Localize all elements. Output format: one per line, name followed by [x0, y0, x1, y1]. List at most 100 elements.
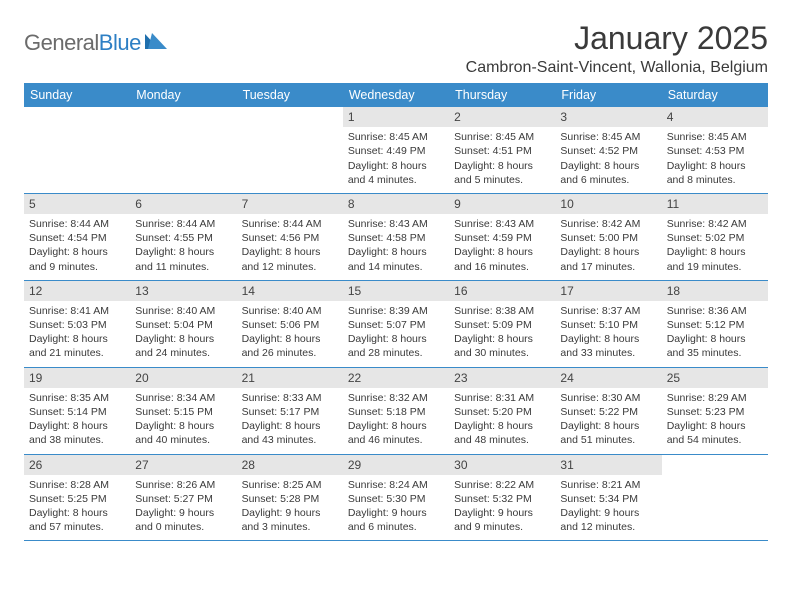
day-number: 21 — [237, 368, 343, 388]
dl2-text: and 12 minutes. — [242, 260, 338, 274]
day-number: 26 — [24, 455, 130, 475]
dl1-text: Daylight: 8 hours — [560, 159, 656, 173]
sunset-text: Sunset: 5:03 PM — [29, 318, 125, 332]
sunrise-text: Sunrise: 8:21 AM — [560, 478, 656, 492]
dl1-text: Daylight: 8 hours — [29, 245, 125, 259]
week-row: 12 Sunrise: 8:41 AMSunset: 5:03 PM Dayligh… — [24, 281, 768, 368]
calendar-cell: 20Sunrise: 8:34 AMSunset: 5:15 PMDayligh… — [130, 368, 236, 454]
sunrise-text: Sunrise: 8:43 AM — [454, 217, 550, 231]
sunset-text: Sunset: 5:32 PM — [454, 492, 550, 506]
dl2-text: and 17 minutes. — [560, 260, 656, 274]
dl1-text: Daylight: 9 hours — [560, 506, 656, 520]
calendar-cell: 10Sunrise: 8:42 AMSunset: 5:00 PMDayligh… — [555, 194, 661, 280]
dl2-text: and 19 minutes. — [667, 260, 763, 274]
dl2-text: and 30 minutes. — [454, 346, 550, 360]
calendar-cell: 17Sunrise: 8:37 AMSunset: 5:10 PMDayligh… — [555, 281, 661, 367]
sunrise-text: Sunrise: 8:22 AM — [454, 478, 550, 492]
dl2-text: and 28 minutes. — [348, 346, 444, 360]
sunset-text: Sunset: 5:28 PM — [242, 492, 338, 506]
day-number: 3 — [555, 107, 661, 127]
dl2-text: and 46 minutes. — [348, 433, 444, 447]
sunset-text: Sunset: 5:12 PM — [667, 318, 763, 332]
calendar-cell: 21Sunrise: 8:33 AMSunset: 5:17 PMDayligh… — [237, 368, 343, 454]
sunset-text: Sunset: 4:51 PM — [454, 144, 550, 158]
day-header-mon: Monday — [130, 83, 236, 107]
dl2-text: and 21 minutes. — [29, 346, 125, 360]
day-number: 17 — [555, 281, 661, 301]
dl1-text: Daylight: 8 hours — [454, 332, 550, 346]
sunset-text: Sunset: 5:15 PM — [135, 405, 231, 419]
dl1-text: Daylight: 8 hours — [242, 419, 338, 433]
sunrise-text: Sunrise: 8:41 AM — [29, 304, 125, 318]
day-number: 12 — [24, 281, 130, 301]
calendar-cell: 6Sunrise: 8:44 AMSunset: 4:55 PMDaylight… — [130, 194, 236, 280]
sunset-text: Sunset: 5:18 PM — [348, 405, 444, 419]
week-row: 26Sunrise: 8:28 AMSunset: 5:25 PMDayligh… — [24, 455, 768, 542]
calendar-cell — [130, 107, 236, 193]
sunrise-text: Sunrise: 8:40 AM — [242, 304, 338, 318]
sunset-text: Sunset: 5:02 PM — [667, 231, 763, 245]
day-number: 13 — [130, 281, 236, 301]
triangle-icon — [145, 33, 167, 54]
dl2-text: and 6 minutes. — [560, 173, 656, 187]
sunrise-text: Sunrise: 8:45 AM — [348, 130, 444, 144]
sunset-text: Sunset: 5:06 PM — [242, 318, 338, 332]
dl2-text: and 51 minutes. — [560, 433, 656, 447]
dl1-text: Daylight: 8 hours — [242, 245, 338, 259]
month-title: January 2025 — [466, 20, 768, 57]
day-number: 20 — [130, 368, 236, 388]
sunset-text: Sunset: 5:10 PM — [560, 318, 656, 332]
dl1-text: Daylight: 9 hours — [348, 506, 444, 520]
dl1-text: Daylight: 8 hours — [454, 419, 550, 433]
dl2-text: and 9 minutes. — [454, 520, 550, 534]
calendar-cell: 28Sunrise: 8:25 AMSunset: 5:28 PMDayligh… — [237, 455, 343, 541]
dl2-text: and 54 minutes. — [667, 433, 763, 447]
calendar-cell: 13Sunrise: 8:40 AMSunset: 5:04 PMDayligh… — [130, 281, 236, 367]
calendar-cell: 3Sunrise: 8:45 AMSunset: 4:52 PMDaylight… — [555, 107, 661, 193]
sunset-text: Sunset: 5:00 PM — [560, 231, 656, 245]
dl2-text: and 57 minutes. — [29, 520, 125, 534]
calendar-cell — [237, 107, 343, 193]
sunset-text: Sunset: 4:55 PM — [135, 231, 231, 245]
sunset-text: Sunset: 5:14 PM — [29, 405, 125, 419]
calendar-cell: 31Sunrise: 8:21 AMSunset: 5:34 PMDayligh… — [555, 455, 661, 541]
header: GeneralBlue January 2025 Cambron-Saint-V… — [24, 20, 768, 77]
dl1-text: Daylight: 9 hours — [454, 506, 550, 520]
dl2-text: and 38 minutes. — [29, 433, 125, 447]
dl1-text: Daylight: 8 hours — [454, 245, 550, 259]
calendar-cell: 29Sunrise: 8:24 AMSunset: 5:30 PMDayligh… — [343, 455, 449, 541]
day-number: 4 — [662, 107, 768, 127]
calendar-cell: 7Sunrise: 8:44 AMSunset: 4:56 PMDaylight… — [237, 194, 343, 280]
day-number: 15 — [343, 281, 449, 301]
week-row: 1Sunrise: 8:45 AMSunset: 4:49 PMDaylight… — [24, 107, 768, 194]
sunrise-text: Sunrise: 8:44 AM — [242, 217, 338, 231]
sunrise-text: Sunrise: 8:44 AM — [135, 217, 231, 231]
dl2-text: and 33 minutes. — [560, 346, 656, 360]
sunrise-text: Sunrise: 8:31 AM — [454, 391, 550, 405]
calendar-cell: 18Sunrise: 8:36 AMSunset: 5:12 PMDayligh… — [662, 281, 768, 367]
sunset-text: Sunset: 5:07 PM — [348, 318, 444, 332]
dl2-text: and 26 minutes. — [242, 346, 338, 360]
sunrise-text: Sunrise: 8:38 AM — [454, 304, 550, 318]
sunrise-text: Sunrise: 8:35 AM — [29, 391, 125, 405]
sunrise-text: Sunrise: 8:30 AM — [560, 391, 656, 405]
calendar-cell: 25Sunrise: 8:29 AMSunset: 5:23 PMDayligh… — [662, 368, 768, 454]
dl1-text: Daylight: 8 hours — [29, 419, 125, 433]
calendar-cell — [662, 455, 768, 541]
day-number: 7 — [237, 194, 343, 214]
logo-text-blue: Blue — [99, 30, 141, 55]
title-block: January 2025 Cambron-Saint-Vincent, Wall… — [466, 20, 768, 77]
day-header-fri: Friday — [555, 83, 661, 107]
dl2-text: and 11 minutes. — [135, 260, 231, 274]
day-number: 28 — [237, 455, 343, 475]
day-number: 14 — [237, 281, 343, 301]
logo: GeneralBlue — [24, 20, 167, 56]
logo-text: GeneralBlue — [24, 30, 141, 56]
day-number: 5 — [24, 194, 130, 214]
dl2-text: and 6 minutes. — [348, 520, 444, 534]
sunset-text: Sunset: 5:20 PM — [454, 405, 550, 419]
calendar-cell: 2Sunrise: 8:45 AMSunset: 4:51 PMDaylight… — [449, 107, 555, 193]
day-number: 10 — [555, 194, 661, 214]
calendar-cell: 26Sunrise: 8:28 AMSunset: 5:25 PMDayligh… — [24, 455, 130, 541]
day-number: 6 — [130, 194, 236, 214]
